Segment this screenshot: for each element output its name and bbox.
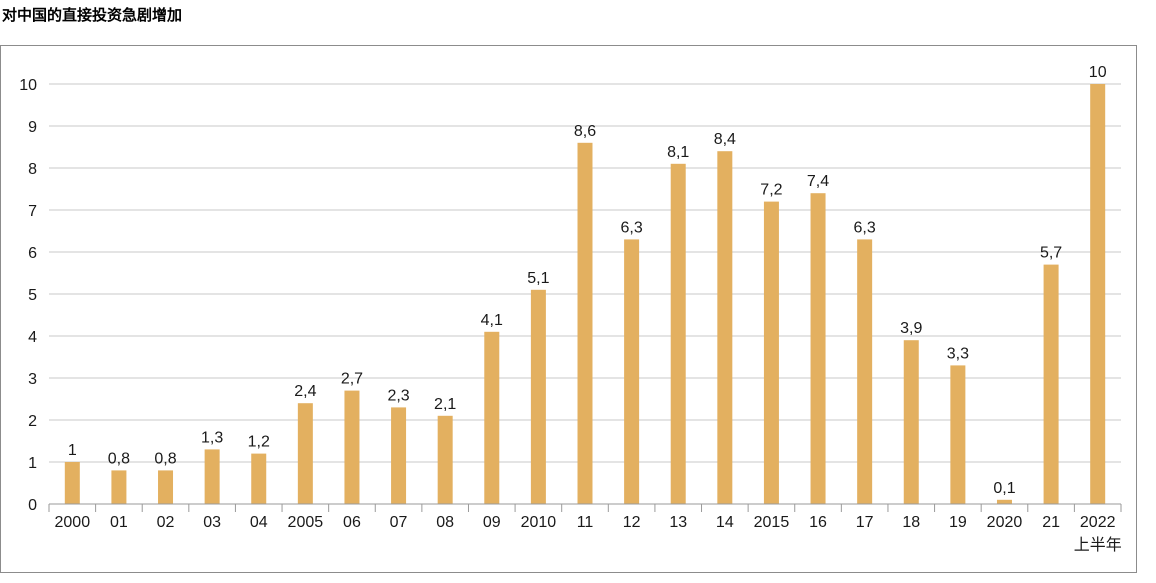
data-label: 1,3 [201,429,223,446]
y-tick-label: 0 [28,497,37,514]
x-tick-label: 04 [250,514,268,531]
y-tick-label: 3 [28,371,37,388]
bar [530,289,546,504]
x-tick-label: 2022 [1080,514,1116,531]
y-tick-label: 4 [28,329,37,346]
y-tick-label: 8 [28,161,37,178]
bar [857,239,873,504]
bar [903,340,919,504]
y-tick-label: 1 [28,455,37,472]
bar [810,193,826,504]
bar [111,470,127,504]
x-tick-label: 2015 [754,514,790,531]
bar [624,239,640,504]
bar [484,331,500,504]
data-label: 0,8 [108,450,130,467]
bar [251,453,267,504]
bar [996,499,1012,504]
x-tick-label: 12 [623,514,641,531]
bar [158,470,174,504]
data-label: 8,1 [667,144,689,161]
data-label: 4,1 [481,312,503,329]
bar [950,365,966,504]
data-label: 8,6 [574,123,596,140]
bar [1043,264,1059,504]
data-label: 2,1 [434,396,456,413]
bar [204,449,220,504]
y-tick-label: 7 [28,203,37,220]
data-label: 8,4 [714,131,736,148]
data-label: 10 [1089,64,1107,81]
x-tick-label: 2020 [987,514,1023,531]
data-label: 2,3 [387,387,409,404]
x-tick-label: 2000 [55,514,91,531]
bar [577,142,593,505]
x-tick-label: 17 [856,514,874,531]
x-tick-label: 03 [203,514,221,531]
y-tick-label: 10 [19,77,37,94]
bar [1090,84,1106,504]
bar [391,407,407,504]
y-tick-label: 9 [28,119,37,136]
x-tick-label: 13 [669,514,687,531]
data-label: 1 [68,442,77,459]
x-tick-label: 14 [716,514,734,531]
y-tick-label: 6 [28,245,37,262]
data-label: 6,3 [620,219,642,236]
bar [344,390,360,504]
x-tick-label: 2005 [288,514,324,531]
bar [437,415,453,504]
x-tick-label: 2010 [521,514,557,531]
data-label: 2,4 [294,383,316,400]
y-tick-label: 5 [28,287,37,304]
data-label: 2,7 [341,371,363,388]
bar [64,462,80,504]
bar [297,403,313,504]
y-tick-label: 2 [28,413,37,430]
data-label: 7,4 [807,173,829,190]
chart-title: 对中国的直接投资急剧增加 [2,6,183,24]
bar [670,163,686,505]
data-label: 1,2 [248,434,270,451]
x-tick-label: 16 [809,514,827,531]
x-tick-label: 07 [390,514,408,531]
x-tick-label: 18 [902,514,920,531]
bar [717,151,733,504]
x-tick-label: 21 [1042,514,1060,531]
data-label: 6,3 [854,219,876,236]
bar [763,201,779,504]
chart-frame [0,45,1137,573]
data-label: 5,1 [527,270,549,287]
x-tick-label: 08 [436,514,454,531]
x-tick-label: 01 [110,514,128,531]
data-label: 7,2 [760,182,782,199]
data-label: 3,3 [947,345,969,362]
x-tick-sublabel: 上半年 [1074,535,1122,554]
data-label: 5,7 [1040,245,1062,262]
data-label: 3,9 [900,320,922,337]
x-tick-label: 11 [577,514,594,531]
data-label: 0,8 [154,450,176,467]
data-label: 0,1 [993,480,1015,497]
x-tick-label: 02 [157,514,175,531]
x-tick-label: 09 [483,514,501,531]
x-tick-label: 19 [949,514,967,531]
x-tick-label: 06 [343,514,361,531]
